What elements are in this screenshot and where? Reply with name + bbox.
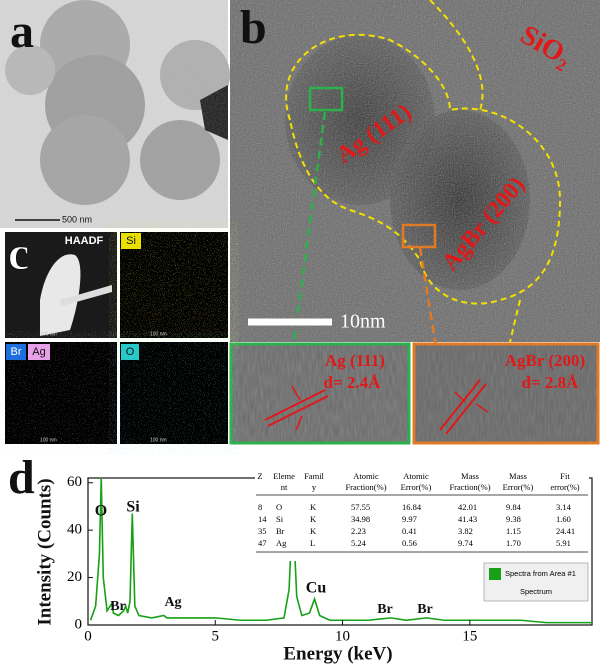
table-cell: 5.91	[556, 538, 571, 548]
peak-label: Si	[126, 499, 140, 516]
d-spacing: d= 2.8Å	[522, 373, 580, 392]
map-label: Si	[126, 235, 136, 247]
legend-entry: Spectra from Area #1	[505, 569, 576, 578]
table-cell: L	[310, 538, 315, 548]
peak-label: O	[95, 503, 107, 520]
table-cell: 3.82	[458, 526, 473, 536]
table-cell: 8	[258, 502, 262, 512]
scale-bar-label: 100 nm	[150, 437, 167, 443]
table-cell: 9.97	[402, 514, 417, 524]
peak-label: Br	[377, 602, 393, 617]
table-header: Error(%)	[503, 482, 534, 492]
table-header: y	[312, 482, 317, 492]
table-cell: 1.70	[506, 538, 521, 548]
inset-agbr: AgBr (200) d= 2.8Å	[412, 342, 600, 445]
spectrum-line	[89, 477, 592, 624]
panel-letter: c	[8, 227, 29, 280]
table-header: Z	[257, 471, 262, 481]
table-cell: 2.23	[351, 526, 366, 536]
x-tick-label: 15	[462, 628, 477, 644]
table-header: Mass	[461, 471, 479, 481]
table-header: Fit	[560, 471, 570, 481]
table-header: Fraction(%)	[449, 482, 490, 492]
table-cell: 41.43	[458, 514, 477, 524]
d-spacing: d= 2.4Å	[324, 373, 382, 392]
inset-ag: Ag (111) d= 2.4Å	[229, 342, 411, 445]
panel-d: d Energy (keV) Intensity (Counts)	[8, 451, 393, 664]
table-cell: 57.55	[351, 502, 370, 512]
panel-b: b SiO₂ Ag (111) AgBr (200) 10nm	[230, 0, 600, 373]
table-bg	[255, 469, 589, 561]
scale-bar-label: 100 nm	[40, 331, 57, 337]
x-tick-label: 5	[212, 628, 220, 644]
panel-a: a 500 nm	[0, 0, 230, 228]
y-tick-label: 60	[67, 474, 82, 490]
table-cell: K	[310, 514, 317, 524]
y-tick-label: 20	[67, 569, 82, 585]
scale-bar-label: 100 nm	[150, 331, 167, 337]
table-cell: Br	[276, 526, 285, 536]
table-header: Atomic	[353, 471, 379, 481]
table-cell: 0.56	[402, 538, 417, 548]
peak-label: Ag	[164, 595, 181, 610]
panel-letter: a	[10, 5, 34, 58]
y-tick-label: 0	[75, 616, 83, 632]
table-header: Atomic	[403, 471, 429, 481]
table-cell: 9.84	[506, 502, 522, 512]
panel-letter: d	[8, 451, 35, 504]
x-axis-title: Energy (keV)	[283, 643, 392, 664]
table-cell: 0.41	[402, 526, 417, 536]
table-cell: 9.74	[458, 538, 474, 548]
table-cell: K	[310, 502, 317, 512]
map-label: Ag	[32, 346, 45, 358]
table-cell: 1.15	[506, 526, 521, 536]
table-cell: O	[276, 502, 282, 512]
inset-title: AgBr (200)	[505, 351, 585, 370]
table-cell: 9.38	[506, 514, 521, 524]
scale-bar-label: 500 nm	[62, 214, 92, 224]
table-header: Famil	[304, 471, 324, 481]
table-cell: 1.60	[556, 514, 571, 524]
table-cell: 14	[258, 514, 267, 524]
table-cell: 24.41	[556, 526, 575, 536]
map-label: Br	[11, 346, 22, 358]
table-cell: K	[310, 526, 317, 536]
panel-c: c HAADF Si Br Ag O 100 nm 100 nm 100 nm …	[5, 227, 228, 444]
y-tick-label: 40	[67, 522, 82, 538]
legend-swatch	[489, 568, 501, 580]
table-cell: 16.84	[402, 502, 422, 512]
map-label: HAADF	[65, 235, 104, 247]
x-tick-label: 0	[84, 628, 92, 644]
scale-bar-label: 100 nm	[40, 437, 57, 443]
table-cell: Ag	[276, 538, 287, 548]
x-tick-label: 10	[335, 628, 350, 644]
peak-label: Br	[417, 602, 433, 617]
table-header: nt	[281, 482, 288, 492]
table-cell: 35	[258, 526, 267, 536]
table-header: Eleme	[273, 471, 295, 481]
y-axis-title: Intensity (Counts)	[34, 478, 55, 625]
legend-box	[483, 562, 589, 602]
legend-title: Spectrum	[520, 587, 552, 596]
table-cell: Si	[276, 514, 284, 524]
peak-label: Cu	[306, 580, 327, 597]
inset-title: Ag (111)	[325, 351, 385, 370]
peak-label: Br	[110, 599, 126, 614]
scale-bar-label: 10nm	[340, 311, 386, 333]
table-header: Fraction(%)	[345, 482, 386, 492]
table-cell: 47	[258, 538, 267, 548]
table-cell: 3.14	[556, 502, 572, 512]
table-header: Mass	[509, 471, 527, 481]
panel-letter: b	[240, 1, 267, 54]
table-cell: 5.24	[351, 538, 367, 548]
table-cell: 34.98	[351, 514, 370, 524]
table-cell: 42.01	[458, 502, 477, 512]
table-header: error(%)	[550, 482, 579, 492]
table-header: Error(%)	[401, 482, 432, 492]
map-label: O	[126, 346, 135, 358]
